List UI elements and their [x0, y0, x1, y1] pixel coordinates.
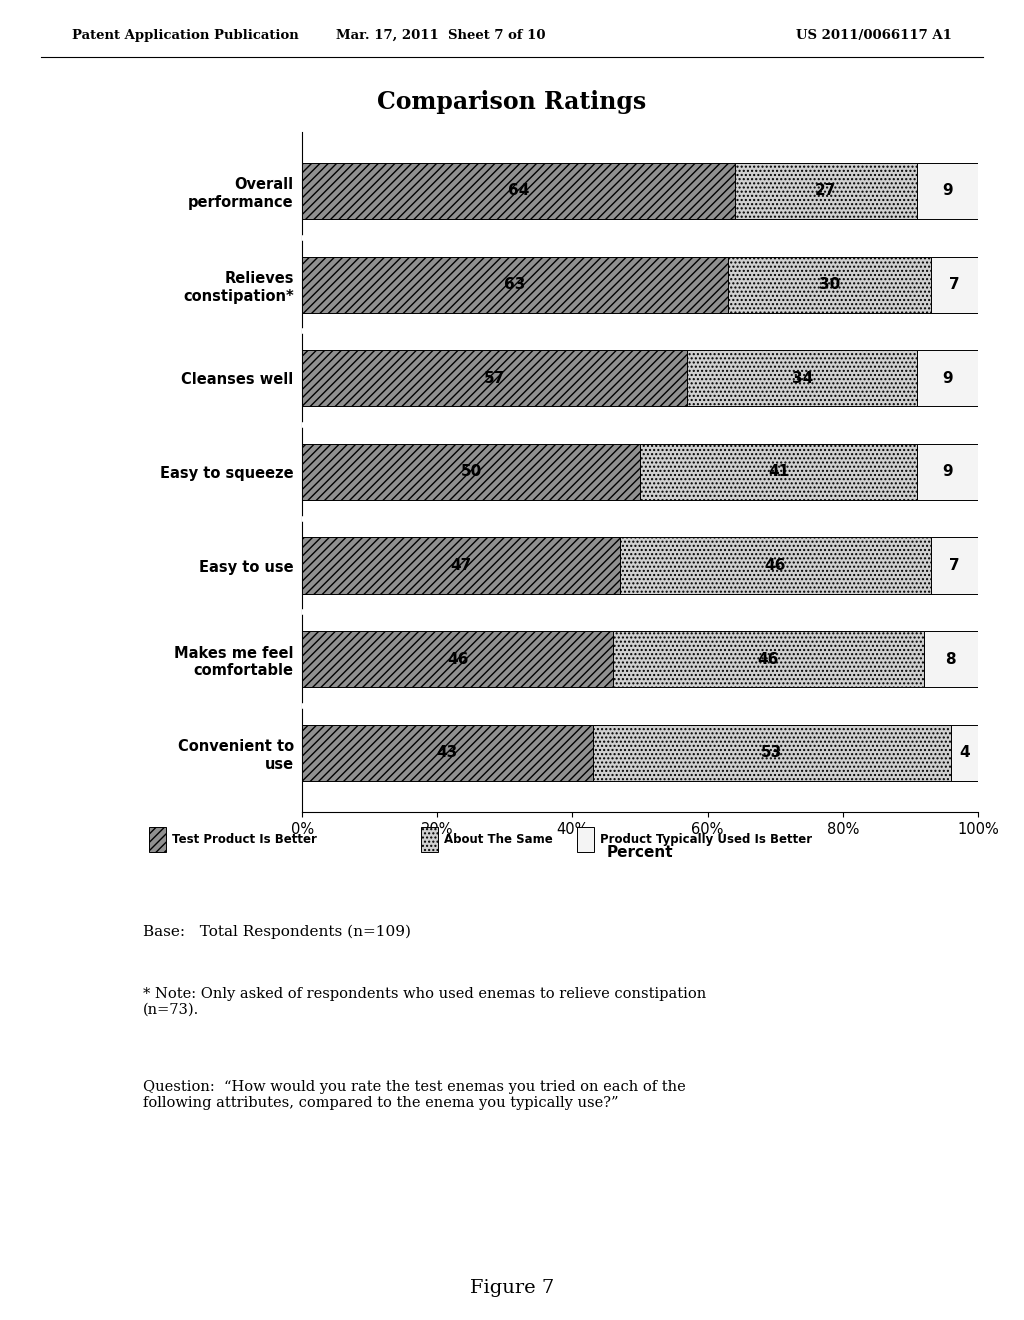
Text: About The Same: About The Same — [444, 833, 553, 846]
Text: 7: 7 — [949, 558, 959, 573]
Bar — [302, 444, 640, 500]
Bar — [951, 725, 978, 781]
Bar — [421, 826, 438, 853]
Text: Test Product Is Better: Test Product Is Better — [172, 833, 316, 846]
Text: 57: 57 — [484, 371, 505, 385]
Text: 63: 63 — [504, 277, 525, 292]
Bar — [302, 256, 728, 313]
Bar — [593, 725, 951, 781]
X-axis label: Percent: Percent — [606, 845, 674, 859]
Text: 9: 9 — [942, 465, 952, 479]
Text: Mar. 17, 2011  Sheet 7 of 10: Mar. 17, 2011 Sheet 7 of 10 — [336, 29, 545, 42]
Text: 4: 4 — [959, 746, 970, 760]
Bar — [613, 631, 924, 688]
Text: * Note: Only asked of respondents who used enemas to relieve constipation
(n=73): * Note: Only asked of respondents who us… — [143, 987, 707, 1016]
Bar — [931, 537, 978, 594]
Text: 47: 47 — [451, 558, 471, 573]
Bar — [302, 631, 613, 688]
Text: Comparison Ratings: Comparison Ratings — [378, 90, 646, 115]
Text: 7: 7 — [949, 277, 959, 292]
Text: Patent Application Publication: Patent Application Publication — [72, 29, 298, 42]
Bar — [302, 350, 687, 407]
Text: 46: 46 — [446, 652, 468, 667]
Text: 9: 9 — [942, 371, 952, 385]
Bar — [577, 826, 594, 853]
Bar — [302, 537, 620, 594]
Text: 30: 30 — [818, 277, 840, 292]
Text: 46: 46 — [758, 652, 779, 667]
Text: 53: 53 — [761, 746, 782, 760]
Bar — [302, 725, 593, 781]
Text: Product Typically Used Is Better: Product Typically Used Is Better — [600, 833, 812, 846]
Text: US 2011/0066117 A1: US 2011/0066117 A1 — [797, 29, 952, 42]
Bar — [918, 444, 978, 500]
Bar — [302, 162, 734, 219]
Text: 43: 43 — [437, 746, 458, 760]
Bar — [640, 444, 918, 500]
Bar — [734, 162, 918, 219]
Text: Question:  “How would you rate the test enemas you tried on each of the
followin: Question: “How would you rate the test e… — [143, 1080, 686, 1110]
Text: 34: 34 — [792, 371, 813, 385]
Text: 27: 27 — [815, 183, 837, 198]
Text: Figure 7: Figure 7 — [470, 1279, 554, 1298]
Bar — [918, 350, 978, 407]
Bar — [931, 256, 978, 313]
Text: 50: 50 — [461, 465, 481, 479]
Text: 8: 8 — [945, 652, 956, 667]
Text: Base:   Total Respondents (n=109): Base: Total Respondents (n=109) — [143, 924, 412, 939]
Text: 46: 46 — [765, 558, 785, 573]
Bar — [924, 631, 978, 688]
Text: 41: 41 — [768, 465, 790, 479]
Text: 9: 9 — [942, 183, 952, 198]
Bar — [728, 256, 931, 313]
Bar — [918, 162, 978, 219]
Text: 64: 64 — [508, 183, 529, 198]
Bar — [620, 537, 931, 594]
Bar — [148, 826, 166, 853]
Bar — [687, 350, 918, 407]
